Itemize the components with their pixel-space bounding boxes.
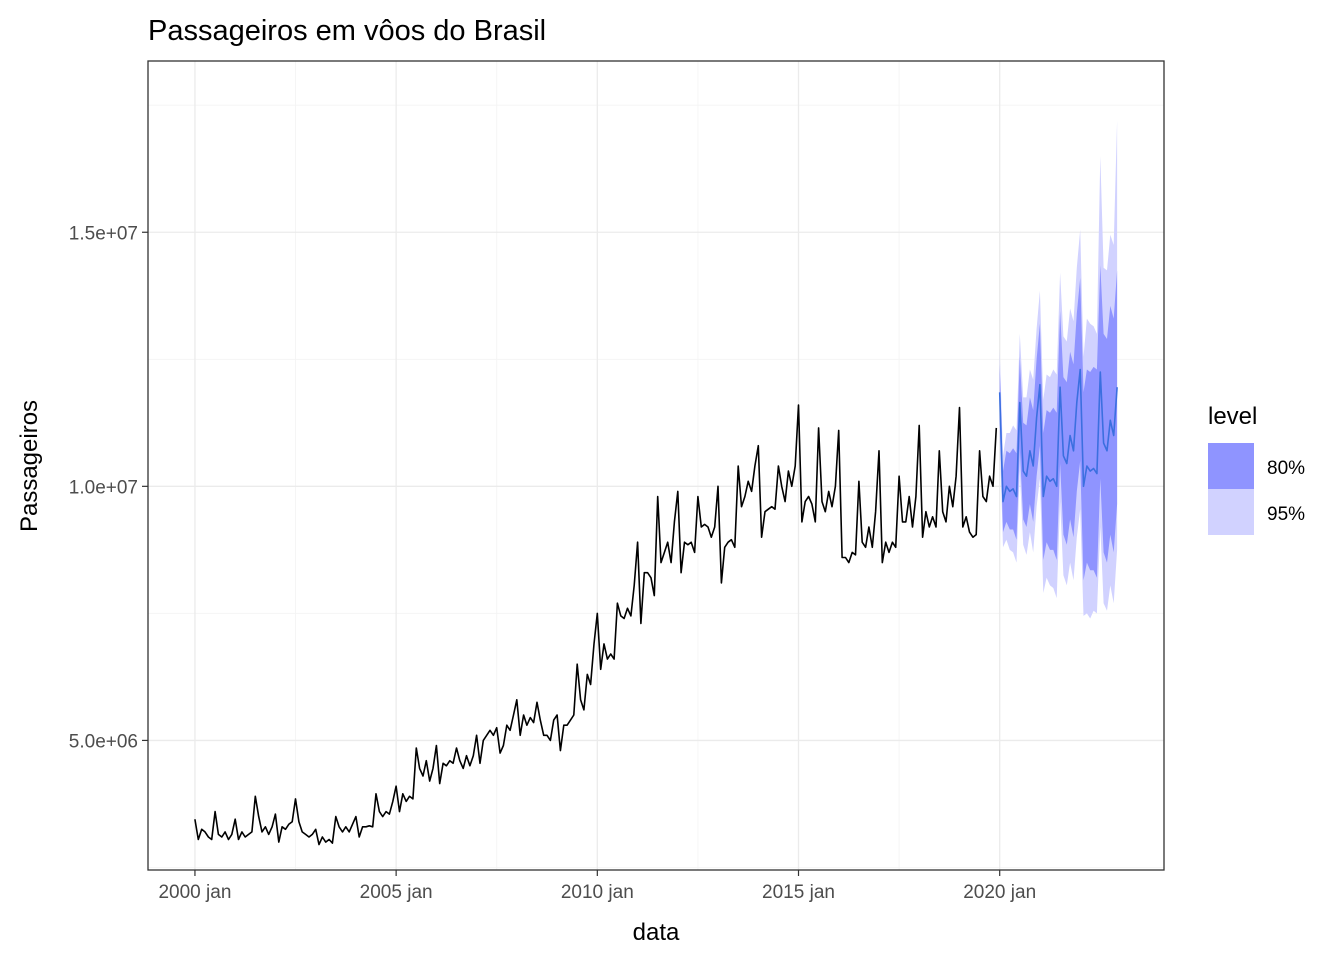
chart-title: Passageiros em vôos do Brasil [148, 15, 546, 47]
x-axis: 2000 jan 2005 jan 2010 jan 2015 jan 2020 jan [158, 870, 1036, 903]
legend-key-80 [1208, 443, 1254, 489]
legend-label-95: 95% [1267, 504, 1305, 525]
x-tick-label: 2020 jan [963, 882, 1036, 903]
x-tick-label: 2015 jan [762, 882, 835, 903]
legend-key-95 [1208, 489, 1254, 535]
y-tick-label: 5.0e+06 [69, 731, 138, 752]
x-tick-label: 2005 jan [360, 882, 433, 903]
legend-title: level [1208, 403, 1257, 430]
x-tick-label: 2010 jan [561, 882, 634, 903]
y-tick-label: 1.5e+07 [69, 223, 138, 244]
plot-panel [148, 61, 1164, 870]
x-axis-title: data [633, 919, 680, 946]
y-tick-label: 1.0e+07 [69, 477, 138, 498]
legend-label-80: 80% [1267, 458, 1305, 479]
y-axis: 5.0e+06 1.0e+07 1.5e+07 [69, 223, 148, 752]
legend: level 80% 95% [1208, 403, 1305, 535]
y-axis-title: Passageiros [16, 400, 43, 532]
x-tick-label: 2000 jan [158, 882, 231, 903]
